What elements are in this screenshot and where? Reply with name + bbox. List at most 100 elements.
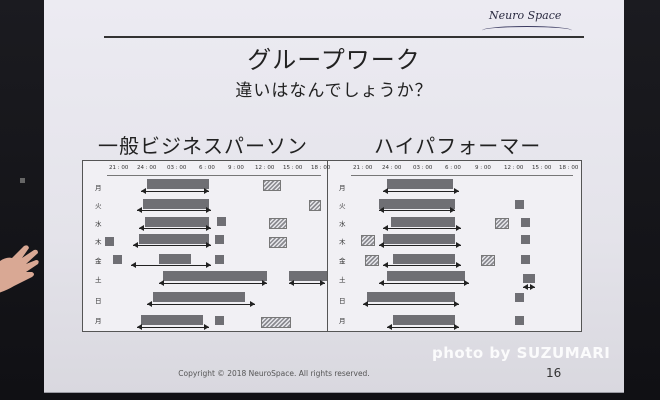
sleep-span-arrow [383, 262, 461, 268]
hatched-block [309, 200, 321, 211]
sleep-bar [391, 217, 455, 227]
nap-block [521, 218, 530, 227]
nap-block [215, 235, 224, 244]
time-label: 9 : 00 [475, 165, 491, 171]
cursor-icon [20, 178, 25, 183]
slide-subtitle: 違いはなんでしょうか？ [235, 81, 433, 101]
sleep-bar [141, 315, 203, 325]
slide-page-number: 16 [546, 366, 562, 380]
day-label: 水 [95, 220, 102, 228]
sleep-span-arrow [387, 324, 459, 330]
day-label: 火 [339, 202, 346, 210]
sleep-bar [393, 315, 455, 325]
day-label: 日 [339, 297, 346, 305]
time-label: 15 : 00 [283, 165, 303, 171]
nap-span-arrow [523, 284, 535, 290]
time-label: 24 : 00 [137, 165, 157, 171]
nap-block [515, 200, 524, 209]
sleep-bar [143, 199, 209, 209]
time-label: 03 : 00 [167, 165, 187, 171]
nap-block [515, 316, 524, 325]
day-label: 月 [95, 184, 102, 192]
day-label: 金 [339, 257, 346, 265]
sleep-bar [387, 179, 453, 189]
day-label: 木 [95, 238, 102, 246]
nap-block [215, 316, 224, 325]
hatched-block [481, 255, 495, 266]
right-column-heading: ハイパフォーマー [374, 134, 542, 158]
time-axis [107, 175, 321, 176]
time-label: 03 : 00 [413, 165, 433, 171]
sleep-span-arrow [379, 207, 455, 213]
time-label: 18 : 00 [311, 165, 331, 171]
hatched-block [365, 255, 379, 266]
day-label: 日 [95, 297, 102, 305]
time-label: 9 : 00 [228, 165, 244, 171]
day-label: 土 [95, 276, 102, 284]
nap-block [521, 255, 530, 264]
photo-credit-watermark: photo by SUZUMARI [432, 344, 611, 362]
day-label: 木 [339, 238, 346, 246]
time-label: 15 : 00 [532, 165, 552, 171]
nap-block [215, 255, 224, 264]
sleep-bar [379, 199, 455, 209]
slide-title: グループワーク [247, 46, 421, 74]
time-label: 6 : 00 [199, 165, 215, 171]
hatched-block [269, 237, 287, 248]
copyright-notice: Copyright © 2018 NeuroSpace. All rights … [178, 369, 370, 378]
sleep-span-arrow [363, 301, 459, 307]
sleep-span-arrow [139, 225, 211, 231]
sleep-span-arrow [159, 280, 267, 286]
hatched-block [263, 180, 281, 191]
sleep-bar [289, 271, 327, 281]
chart-divider [327, 161, 328, 331]
day-label: 月 [339, 184, 346, 192]
sleep-span-arrow [141, 188, 209, 194]
sleep-span-arrow [131, 262, 211, 268]
hatched-block [269, 218, 287, 229]
header-divider [104, 36, 584, 38]
nap-block [217, 217, 226, 226]
sleep-span-arrow [383, 188, 459, 194]
sleep-span-arrow [289, 280, 325, 286]
sleep-span-arrow [379, 242, 461, 248]
day-label: 月 [95, 317, 102, 325]
time-axis [351, 175, 573, 176]
sleep-schedule-chart: 21 : 00 24 : 00 03 : 00 6 : 00 9 : 00 12… [82, 160, 582, 332]
nap-block [515, 293, 524, 302]
sleep-bar [383, 234, 455, 244]
time-label: 18 : 00 [559, 165, 579, 171]
time-label: 24 : 00 [382, 165, 402, 171]
sleep-bar [153, 292, 245, 302]
sleep-bar [145, 217, 209, 227]
sleep-bar [393, 254, 455, 264]
presenter-hand-icon [0, 245, 39, 293]
sleep-bar [159, 254, 191, 264]
nap-block [105, 237, 114, 246]
sleep-span-arrow [147, 301, 255, 307]
brand-logo: Neuro Space [489, 9, 562, 22]
time-label: 12 : 00 [504, 165, 524, 171]
left-column-heading: 一般ビジネスパーソン [98, 134, 308, 158]
sleep-bar [387, 271, 465, 281]
sleep-bar [147, 179, 209, 189]
nap-block [521, 235, 530, 244]
nap-block [113, 255, 122, 264]
hatched-block [495, 218, 509, 229]
day-label: 月 [339, 317, 346, 325]
sleep-span-arrow [379, 280, 469, 286]
sleep-bar [163, 271, 267, 281]
hatched-block [361, 235, 375, 246]
time-label: 12 : 00 [255, 165, 275, 171]
time-label: 21 : 00 [109, 165, 129, 171]
sleep-span-arrow [137, 324, 209, 330]
presentation-slide: Neuro Space グループワーク 違いはなんでしょうか？ 一般ビジネスパー… [44, 0, 624, 393]
sleep-span-arrow [133, 242, 211, 248]
sleep-span-arrow [383, 225, 461, 231]
sleep-span-arrow [137, 207, 211, 213]
day-label: 金 [95, 257, 102, 265]
hatched-block [261, 317, 291, 328]
time-label: 6 : 00 [445, 165, 461, 171]
sleep-bar [367, 292, 455, 302]
nap-block [523, 274, 535, 283]
